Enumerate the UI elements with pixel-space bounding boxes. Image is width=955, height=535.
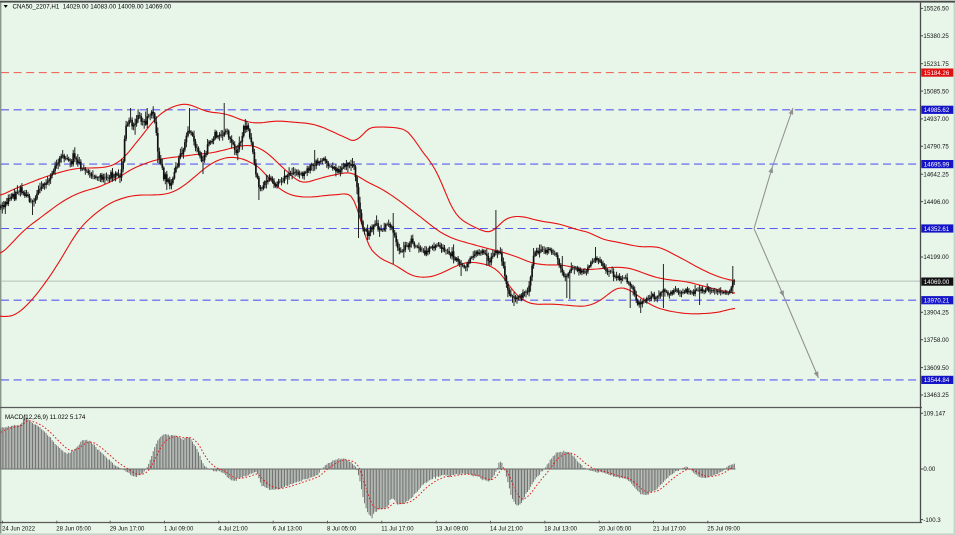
svg-text:109.147: 109.147 <box>923 411 946 418</box>
svg-text:11 Jul 17:00: 11 Jul 17:00 <box>381 526 414 532</box>
svg-text:1 Jul 09:00: 1 Jul 09:00 <box>164 526 194 532</box>
svg-text:14985.62: 14985.62 <box>924 107 950 114</box>
svg-text:25 Jul 09:00: 25 Jul 09:00 <box>707 526 740 532</box>
svg-text:13609.50: 13609.50 <box>923 365 949 372</box>
svg-text:MACD(12,26,9) 11.022 5.174: MACD(12,26,9) 11.022 5.174 <box>5 414 86 421</box>
svg-text:0.00: 0.00 <box>923 466 935 473</box>
svg-text:14 Jul 21:00: 14 Jul 21:00 <box>490 526 523 532</box>
svg-text:14695.99: 14695.99 <box>924 161 950 168</box>
svg-text:14199.00: 14199.00 <box>923 254 949 261</box>
svg-text:15380.25: 15380.25 <box>923 33 949 40</box>
svg-text:14937.00: 14937.00 <box>923 116 949 123</box>
svg-text:14352.61: 14352.61 <box>924 226 950 233</box>
svg-text:-100.3: -100.3 <box>923 517 941 524</box>
svg-text:14496.00: 14496.00 <box>923 199 949 206</box>
svg-text:13463.25: 13463.25 <box>923 392 949 399</box>
svg-text:24 Jun 2022: 24 Jun 2022 <box>2 526 36 532</box>
svg-text:4 Jul 21:00: 4 Jul 21:00 <box>218 526 248 532</box>
svg-text:13758.00: 13758.00 <box>923 337 949 344</box>
svg-text:21 Jul 17:00: 21 Jul 17:00 <box>653 526 686 532</box>
svg-text:CNA50_2207,H1 14029.00 14083.: CNA50_2207,H1 14029.00 14083.00 14009.00… <box>13 4 172 11</box>
svg-text:14642.25: 14642.25 <box>923 171 949 178</box>
svg-text:14790.75: 14790.75 <box>923 144 949 151</box>
svg-text:18 Jul 13:00: 18 Jul 13:00 <box>544 526 577 532</box>
svg-text:29 Jun 17:00: 29 Jun 17:00 <box>110 526 145 532</box>
svg-text:15231.75: 15231.75 <box>923 61 949 68</box>
svg-text:28 Jun 05:00: 28 Jun 05:00 <box>56 526 91 532</box>
svg-text:20 Jul 05:00: 20 Jul 05:00 <box>599 526 632 532</box>
svg-text:13970.21: 13970.21 <box>924 298 950 305</box>
svg-text:13544.84: 13544.84 <box>924 377 950 384</box>
svg-text:13904.25: 13904.25 <box>923 310 949 317</box>
svg-text:15085.50: 15085.50 <box>923 88 949 95</box>
svg-text:6 Jul 13:00: 6 Jul 13:00 <box>273 526 303 532</box>
svg-text:15184.26: 15184.26 <box>924 70 950 77</box>
svg-text:14069.00: 14069.00 <box>924 279 950 286</box>
svg-text:15526.50: 15526.50 <box>923 6 949 13</box>
svg-text:13 Jul 09:00: 13 Jul 09:00 <box>436 526 469 532</box>
svg-text:8 Jul 05:00: 8 Jul 05:00 <box>327 526 357 532</box>
